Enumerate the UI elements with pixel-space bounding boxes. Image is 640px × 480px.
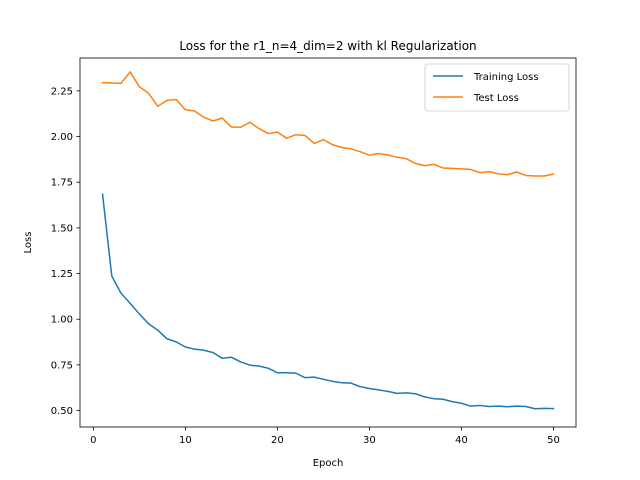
x-tick-label: 50 bbox=[547, 435, 560, 446]
y-tick-label: 0.75 bbox=[51, 360, 73, 371]
y-tick-label: 2.25 bbox=[51, 86, 73, 97]
y-tick-label: 0.50 bbox=[51, 406, 73, 417]
x-axis: 0 10 20 30 40 50 bbox=[90, 427, 560, 446]
x-tick-label: 40 bbox=[455, 435, 468, 446]
x-tick-label: 0 bbox=[90, 435, 96, 446]
y-tick-label: 1.50 bbox=[51, 223, 73, 234]
chart-title: Loss for the r1_n=4_dim=2 with kl Regula… bbox=[179, 39, 476, 53]
x-tick-label: 30 bbox=[363, 435, 376, 446]
plot-area bbox=[101, 71, 555, 410]
x-tick-label: 10 bbox=[179, 435, 192, 446]
y-tick-label: 1.25 bbox=[51, 269, 73, 280]
legend-label: Test Loss bbox=[473, 93, 519, 104]
legend-label: Training Loss bbox=[473, 72, 539, 83]
x-tick-label: 20 bbox=[271, 435, 284, 446]
legend: Training Loss Test Loss bbox=[424, 63, 570, 112]
y-axis: 0.50 0.75 1.00 1.25 1.50 1.75 2.00 2.25 bbox=[51, 86, 80, 417]
series-line-training-loss bbox=[101, 193, 555, 410]
axes-frame bbox=[79, 57, 577, 428]
y-axis-label: Loss bbox=[23, 232, 34, 254]
y-tick-label: 1.00 bbox=[51, 315, 73, 326]
y-tick-label: 1.75 bbox=[51, 178, 73, 189]
x-axis-label: Epoch bbox=[313, 458, 344, 469]
y-tick-label: 2.00 bbox=[51, 132, 73, 143]
series-line-test-loss bbox=[101, 71, 555, 177]
